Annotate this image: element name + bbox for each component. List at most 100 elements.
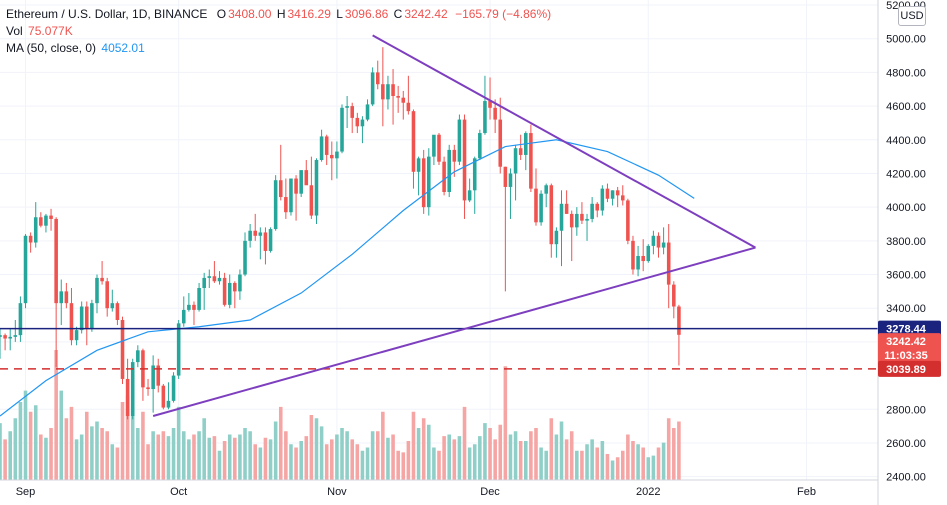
volume-bar — [284, 431, 288, 480]
volume-bar — [18, 402, 23, 480]
candle-body — [483, 101, 487, 134]
volume-bar — [115, 447, 120, 480]
candle-body — [396, 96, 400, 98]
candle-body — [651, 235, 656, 246]
volume-bar — [146, 444, 150, 480]
volume-bar — [483, 423, 487, 480]
candle-body — [273, 180, 278, 230]
volume-bar — [161, 431, 166, 480]
volume-bar — [529, 431, 533, 480]
candle-body — [549, 185, 554, 245]
candle-body — [370, 72, 375, 105]
ma-label[interactable]: MA (50, close, 0) — [6, 41, 97, 55]
volume-bar — [181, 431, 186, 480]
volume-bar — [166, 436, 171, 480]
volume-bar — [263, 437, 268, 480]
volume-bar — [335, 434, 339, 480]
volume-bars — [0, 350, 681, 480]
support-price-tag-bg — [878, 360, 941, 377]
candle-body — [529, 133, 533, 189]
overlay-lines — [0, 34, 878, 417]
candle-body — [151, 365, 155, 390]
volume-bar — [294, 447, 298, 480]
volume-bar — [615, 457, 620, 480]
volume-bar — [590, 439, 594, 480]
candle-body — [427, 156, 431, 208]
candle-body — [513, 148, 518, 174]
high-label: H — [276, 7, 286, 21]
candle-body — [411, 111, 416, 172]
ohlc-row: Ethereum / U.S. Dollar, 1D, BINANCE O 340… — [6, 6, 553, 23]
volume-bar — [355, 444, 360, 480]
volume-bar — [626, 434, 630, 480]
candle-body — [54, 218, 58, 304]
volume-bar — [575, 450, 579, 480]
candle-body — [539, 193, 543, 223]
volume-bar — [268, 439, 273, 480]
volume-bar — [84, 411, 89, 480]
candle-body — [661, 242, 666, 248]
volume-bar — [452, 439, 457, 480]
volume-bar — [534, 428, 538, 480]
candle-body — [233, 282, 237, 292]
symbol-title[interactable]: Ethereum / U.S. Dollar, 1D, BINANCE — [6, 7, 208, 21]
volume-bar — [324, 444, 329, 480]
candle-body — [478, 133, 482, 159]
currency-badge[interactable]: USD — [898, 6, 926, 26]
y-tick-label: 3400.00 — [886, 303, 926, 315]
volume-bar — [427, 424, 431, 480]
volume-bar — [217, 450, 222, 480]
volume-bar — [304, 436, 309, 480]
x-tick-label: Feb — [797, 486, 816, 498]
candle-body — [518, 148, 523, 155]
change-value: −165.79 (−4.86%) — [455, 7, 552, 21]
volume-bar — [503, 366, 508, 480]
candle-body — [74, 330, 79, 341]
volume-bar — [421, 418, 426, 480]
volume-bar — [365, 447, 370, 480]
volume-bar — [54, 350, 58, 480]
volume-bar — [95, 421, 99, 480]
upper-trendline[interactable] — [372, 34, 756, 249]
volume-bar — [130, 406, 135, 480]
candle-body — [166, 400, 171, 408]
x-tick-label: Nov — [327, 486, 347, 498]
volume-label[interactable]: Vol — [6, 24, 23, 38]
candle-body — [294, 178, 298, 194]
x-tick-label: Oct — [170, 486, 187, 498]
candle-body — [559, 203, 564, 231]
candle-body — [615, 190, 620, 196]
volume-bar — [350, 439, 355, 480]
volume-bar — [125, 395, 130, 480]
volume-bar — [243, 428, 247, 480]
candle-body — [192, 304, 196, 310]
volume-bar — [646, 457, 651, 480]
candle-body — [416, 158, 421, 172]
open-value: 3408.00 — [228, 7, 272, 21]
volume-row: Vol 75.077K — [6, 23, 553, 40]
candle-body — [631, 240, 635, 270]
lower-trendline[interactable] — [152, 246, 756, 417]
last-price-tag-countdown: 11:03:35 — [884, 350, 927, 362]
volume-bar — [192, 434, 196, 480]
candle-body — [666, 242, 671, 285]
candle-body — [268, 229, 273, 251]
y-tick-label: 4000.00 — [886, 202, 926, 214]
volume-bar — [176, 406, 181, 480]
volume-bar — [442, 436, 446, 480]
candle-body — [564, 203, 569, 214]
candle-body — [84, 306, 89, 329]
volume-bar — [580, 450, 584, 480]
candle-body — [493, 107, 497, 120]
candle-body — [544, 185, 548, 194]
volume-bar — [396, 450, 400, 480]
candle-body — [467, 190, 472, 201]
volume-bar — [273, 421, 278, 480]
candle-body — [258, 232, 263, 236]
volume-bar — [299, 441, 303, 480]
volume-bar — [151, 431, 155, 480]
candle-body — [610, 190, 615, 199]
volume-bar — [227, 434, 232, 480]
y-tick-label: 3600.00 — [886, 270, 926, 282]
